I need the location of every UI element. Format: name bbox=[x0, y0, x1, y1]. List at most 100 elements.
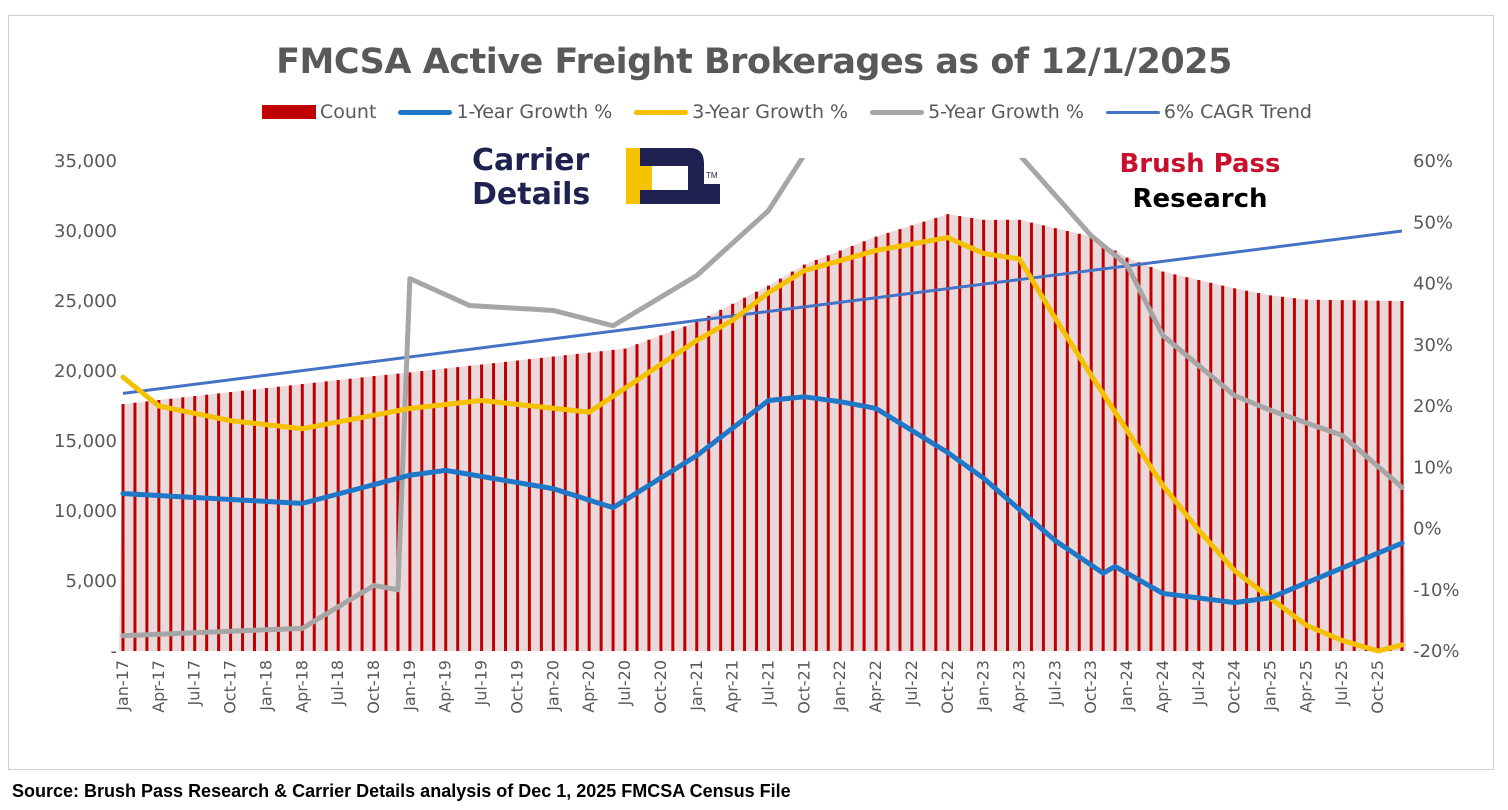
y-left-tick: 30,000 bbox=[54, 221, 117, 242]
y-right-tick: -10% bbox=[1413, 580, 1460, 601]
x-tick: Jul-18 bbox=[328, 660, 347, 706]
count-bar bbox=[1257, 293, 1261, 651]
x-tick: Jul-19 bbox=[472, 660, 491, 706]
x-tick: Jan-21 bbox=[687, 660, 706, 712]
count-bar bbox=[659, 335, 663, 651]
x-tick: Jan-17 bbox=[113, 660, 132, 712]
x-tick: Jan-19 bbox=[400, 660, 419, 712]
count-bar bbox=[1041, 225, 1045, 651]
carrier-logo-mark bbox=[640, 148, 720, 204]
count-bar bbox=[504, 361, 508, 651]
count-bar bbox=[432, 369, 436, 651]
count-bar bbox=[1304, 299, 1308, 651]
count-bar bbox=[838, 250, 842, 651]
legend-swatch bbox=[398, 109, 453, 115]
x-tick: Oct-22 bbox=[938, 660, 957, 714]
count-bar bbox=[802, 264, 806, 651]
legend-swatch bbox=[634, 109, 689, 115]
count-bar bbox=[719, 309, 723, 651]
x-tick: Apr-21 bbox=[723, 660, 742, 713]
count-bar bbox=[1065, 231, 1069, 651]
legend-label: 5-Year Growth % bbox=[928, 101, 1084, 123]
count-bar bbox=[850, 245, 854, 651]
count-bar bbox=[766, 285, 770, 651]
count-bar bbox=[1173, 274, 1177, 651]
count-bar bbox=[1185, 277, 1189, 651]
count-bar bbox=[1161, 271, 1165, 651]
count-bar bbox=[539, 357, 543, 651]
count-bar bbox=[707, 315, 711, 651]
count-bar bbox=[551, 356, 555, 651]
count-bar bbox=[169, 398, 173, 651]
series-line-1-year-growth- bbox=[120, 394, 1405, 606]
count-bar bbox=[121, 404, 125, 651]
count-bar bbox=[348, 378, 352, 651]
count-bar bbox=[205, 394, 209, 651]
x-tick: Apr-24 bbox=[1153, 660, 1172, 713]
count-bar bbox=[695, 322, 699, 651]
chart-frame bbox=[8, 15, 1494, 770]
legend-trend: 6% CAGR Trend bbox=[1105, 101, 1312, 123]
count-bar bbox=[133, 402, 137, 651]
legend-label: 3-Year Growth % bbox=[692, 101, 849, 123]
legend-label: Count bbox=[320, 101, 377, 123]
count-bar bbox=[157, 400, 161, 651]
count-bar bbox=[1352, 300, 1356, 651]
count-bar bbox=[312, 382, 316, 651]
count-bar bbox=[492, 363, 496, 651]
y-right-tick: 20% bbox=[1413, 396, 1453, 417]
x-tick: Oct-24 bbox=[1225, 660, 1244, 714]
x-tick: Jan-18 bbox=[256, 660, 275, 712]
count-bar bbox=[396, 373, 400, 651]
x-tick: Jul-17 bbox=[185, 660, 204, 706]
count-bar bbox=[647, 339, 651, 651]
count-bar bbox=[324, 381, 328, 651]
count-bar bbox=[145, 401, 149, 651]
carrier-details-logo: Carrier Details TM bbox=[472, 143, 720, 212]
count-bar bbox=[1316, 299, 1320, 651]
x-tick: Apr-22 bbox=[866, 660, 885, 713]
count-bar bbox=[1280, 296, 1284, 651]
brush-pass-logo: Brush Pass Research bbox=[1119, 149, 1280, 214]
count-bar bbox=[1029, 222, 1033, 651]
count-bar bbox=[1101, 243, 1105, 651]
count-bar bbox=[886, 232, 890, 651]
y-left-tick: 35,000 bbox=[54, 151, 117, 172]
count-bar bbox=[1006, 219, 1010, 652]
count-bar bbox=[300, 384, 304, 651]
count-bar bbox=[563, 355, 567, 651]
count-bar bbox=[1400, 301, 1404, 651]
count-bar bbox=[1292, 298, 1296, 651]
x-tick: Apr-19 bbox=[436, 660, 455, 713]
carrier-logo-line1: Carrier bbox=[472, 143, 589, 178]
count-bar bbox=[1137, 262, 1141, 651]
trend-line bbox=[122, 229, 1403, 395]
count-bar bbox=[994, 219, 998, 652]
count-bar bbox=[1376, 300, 1380, 651]
x-tick: Jan-20 bbox=[543, 660, 562, 712]
chart-title: FMCSA Active Freight Brokerages as of 12… bbox=[276, 42, 1232, 82]
y-right-tick: 60% bbox=[1413, 151, 1453, 172]
brush-logo-line1: Brush Pass bbox=[1119, 149, 1280, 179]
count-bar bbox=[1017, 219, 1021, 652]
count-bar bbox=[1089, 236, 1093, 651]
y-right-tick: -20% bbox=[1413, 641, 1460, 662]
series-line-5-year-growth- bbox=[120, 158, 1405, 639]
count-bar bbox=[360, 377, 364, 651]
x-tick: Jul-23 bbox=[1045, 660, 1064, 706]
y-left-tick: 5,000 bbox=[65, 571, 117, 592]
carrier-logo-line2: Details bbox=[472, 177, 590, 212]
count-bar bbox=[336, 380, 340, 651]
count-bar bbox=[1053, 228, 1057, 651]
count-bar bbox=[420, 371, 424, 651]
count-bar bbox=[910, 225, 914, 651]
legend-swatch bbox=[262, 105, 316, 119]
count-bar bbox=[1221, 285, 1225, 651]
count-bar bbox=[1209, 282, 1213, 651]
count-bar bbox=[1340, 300, 1344, 651]
count-bar bbox=[384, 374, 388, 651]
count-bar bbox=[790, 271, 794, 651]
legend-3yr: 3-Year Growth % bbox=[634, 101, 848, 123]
x-tick: Jul-20 bbox=[615, 660, 634, 706]
count-bar bbox=[982, 219, 986, 652]
